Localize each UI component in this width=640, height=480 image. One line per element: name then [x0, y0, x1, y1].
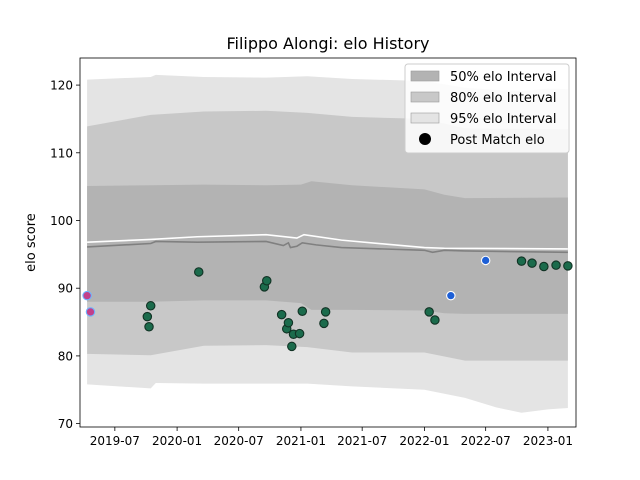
- legend-box: [404, 63, 570, 154]
- series-line-1: [87, 240, 568, 254]
- chart-title: Filippo Alongi: elo History: [226, 34, 429, 53]
- data-point: [527, 258, 537, 268]
- data-point: [262, 276, 272, 286]
- y-tick-label: 120: [50, 79, 73, 93]
- data-point: [276, 309, 287, 320]
- data-point: [82, 290, 92, 301]
- data-point: [319, 318, 329, 329]
- x-tick-label: 2023-01: [523, 434, 573, 448]
- legend: 50% elo Interval 80% elo Interval 95% elo …: [404, 63, 570, 154]
- plot-frame: [79, 57, 577, 428]
- legend-swatch: [410, 112, 440, 124]
- x-tick-label: 2022-07: [461, 434, 511, 448]
- x-tick-label: 2021-07: [337, 434, 387, 448]
- band-3: [87, 181, 568, 314]
- data-point: [516, 256, 527, 266]
- x-tick-label: 2019-07: [90, 434, 140, 448]
- y-axis-label: elo score: [24, 213, 39, 272]
- data-point: [430, 315, 440, 325]
- x-tick-label: 2021-01: [276, 434, 326, 448]
- data-point: [446, 290, 456, 301]
- data-point: [142, 311, 153, 322]
- x-tick-label: 2020-01: [152, 434, 202, 448]
- data-point: [539, 261, 549, 272]
- data-point: [144, 322, 154, 332]
- data-point: [320, 307, 331, 317]
- x-tick-label: 2020-07: [214, 434, 264, 448]
- y-tick-label: 70: [58, 417, 73, 431]
- data-point: [551, 260, 561, 270]
- legend-label: 50% elo Interval: [450, 70, 557, 85]
- y-tick-label: 90: [58, 282, 73, 296]
- y-tick-label: 100: [50, 214, 73, 228]
- x-tick-label: 2022-01: [399, 434, 449, 448]
- data-point: [85, 307, 96, 317]
- data-point: [145, 301, 156, 311]
- data-point: [283, 317, 294, 328]
- series-line-2: [87, 233, 568, 250]
- legend-swatch: [410, 91, 440, 103]
- legend-marker: [419, 133, 431, 145]
- legend-swatch: [410, 70, 440, 82]
- data-point: [194, 267, 204, 277]
- x-axis-ticks: 2019-07 2020-01 2020-07 2021-01 2021-07 2022-…: [90, 427, 573, 448]
- data-point: [563, 261, 573, 271]
- data-point: [480, 255, 491, 266]
- legend-label: 95% elo Interval: [450, 112, 557, 127]
- elo-lines: [87, 233, 568, 254]
- y-tick-label: 80: [58, 349, 73, 363]
- y-axis-ticks: 70 80 90 100 110 120: [50, 79, 80, 431]
- legend-label: 80% elo Interval: [450, 91, 557, 106]
- data-point: [294, 328, 305, 339]
- data-point: [297, 306, 308, 316]
- data-point: [287, 341, 297, 352]
- y-tick-label: 110: [50, 146, 73, 160]
- post-match-points: [82, 255, 573, 352]
- legend-label: Post Match elo: [450, 133, 545, 148]
- data-point: [424, 307, 434, 317]
